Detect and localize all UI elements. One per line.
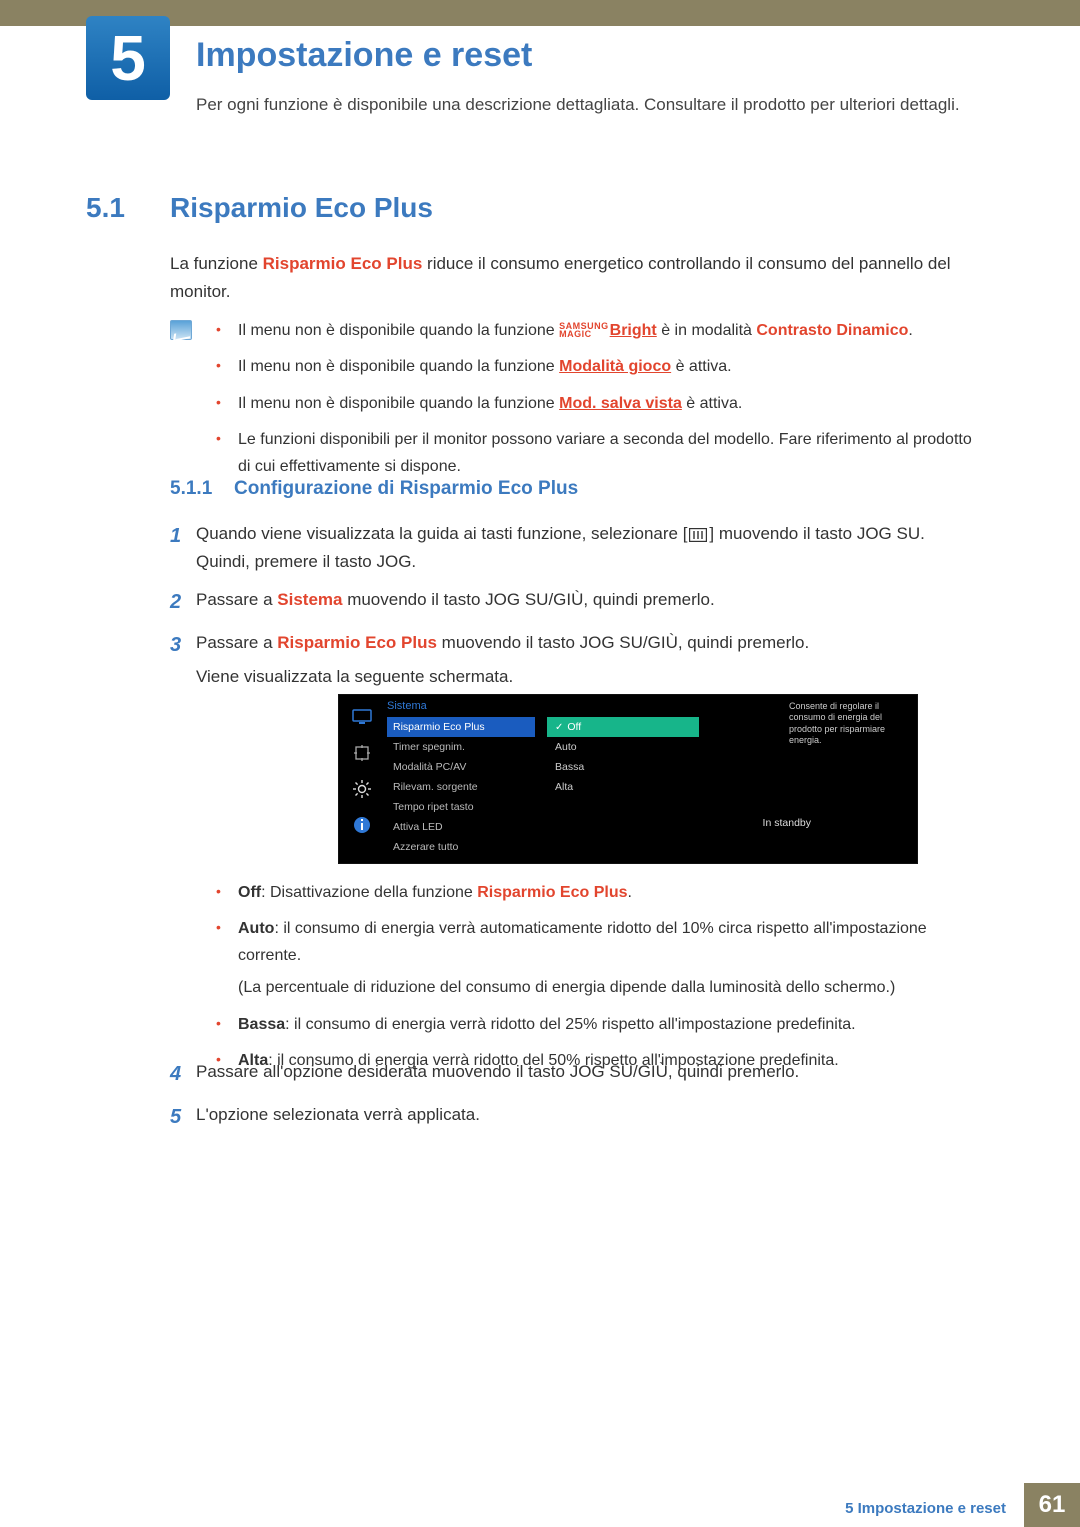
step-1: 1 Quando viene visualizzata la guida ai … — [170, 520, 974, 576]
step-text: Passare a Risparmio Eco Plus muovendo il… — [196, 629, 974, 691]
text: . — [908, 322, 912, 339]
note-item: Il menu non è disponibile quando la funz… — [216, 318, 974, 344]
link-game-mode[interactable]: Modalità gioco — [559, 358, 671, 375]
osd-menu-item: Azzerare tutto — [387, 837, 535, 857]
emph-risparmio: Risparmio Eco Plus — [477, 884, 627, 901]
gear-icon — [350, 777, 374, 801]
info-icon — [350, 813, 374, 837]
text: Passare a — [196, 590, 277, 609]
page-number: 61 — [1024, 1483, 1080, 1527]
page: 5 Impostazione e reset Per ogni funzione… — [0, 0, 1080, 1527]
text: : il consumo di energia verrà ridotto de… — [285, 1016, 855, 1033]
emph-risparmio: Risparmio Eco Plus — [277, 633, 437, 652]
osd-menu-item: Rilevam. sorgente — [387, 777, 535, 797]
emph-sistema: Sistema — [277, 590, 342, 609]
osd-help-text: Consente di regolare il consumo di energ… — [789, 701, 909, 746]
section-body-emph: Risparmio Eco Plus — [263, 254, 423, 273]
osd-option-item: Bassa — [547, 757, 699, 777]
osd-menu-item: Tempo ripet tasto — [387, 797, 535, 817]
osd-option-item: Auto — [547, 737, 699, 757]
link-magic-bright[interactable]: Bright — [610, 322, 657, 339]
monitor-icon — [350, 705, 374, 729]
step-text: L'opzione selezionata verrà applicata. — [196, 1101, 974, 1134]
note-icon — [170, 320, 192, 340]
osd-option-item: Off — [547, 717, 699, 737]
step-2: 2 Passare a Sistema muovendo il tasto JO… — [170, 586, 974, 619]
osd-menu-item: Risparmio Eco Plus — [387, 717, 535, 737]
osd-menu-item: Timer spegnim. — [387, 737, 535, 757]
osd-header: Sistema — [387, 700, 427, 712]
text: Il menu non è disponibile quando la funz… — [238, 395, 559, 412]
option-bassa: Bassa: il consumo di energia verrà ridot… — [216, 1012, 974, 1038]
step-3: 3 Passare a Risparmio Eco Plus muovendo … — [170, 629, 974, 691]
text: : Disattivazione della funzione — [261, 884, 477, 901]
osd-menu: Risparmio Eco PlusTimer spegnim.Modalità… — [387, 717, 535, 857]
section-number: 5.1 — [86, 192, 125, 224]
step-4: 4 Passare all'opzione desiderata muovend… — [170, 1058, 974, 1091]
osd-right-value: In standby — [707, 817, 819, 829]
samsung-magic-logo: SAMSUNGMAGIC — [559, 323, 609, 338]
text: Viene visualizzata la seguente schermata… — [196, 667, 513, 686]
note-item: Il menu non è disponibile quando la funz… — [216, 354, 974, 380]
resize-icon — [350, 741, 374, 765]
text: Passare a — [196, 633, 277, 652]
opt-label: Auto — [238, 920, 274, 937]
note-item: Le funzioni disponibili per il monitor p… — [216, 427, 974, 480]
steps-list: 1 Quando viene visualizzata la guida ai … — [170, 520, 974, 701]
footer-text: 5 Impostazione e reset — [845, 1500, 1006, 1517]
text: (La percentuale di riduzione del consumo… — [238, 979, 895, 996]
osd-option-item: Alta — [547, 777, 699, 797]
steps-list-2: 4 Passare all'opzione desiderata muovend… — [170, 1058, 974, 1144]
subsection-number: 5.1.1 — [170, 478, 212, 500]
footer: 5 Impostazione e reset 61 — [0, 1483, 1080, 1527]
options-list: Off: Disattivazione della funzione Rispa… — [216, 880, 974, 1084]
chapter-description: Per ogni funzione è disponibile una desc… — [196, 92, 976, 118]
emph-dynamic-contrast: Contrasto Dinamico — [756, 322, 908, 339]
text: è attiva. — [671, 358, 731, 375]
text: muovendo il tasto JOG SU/GIÙ, quindi pre… — [437, 633, 809, 652]
osd-sidebar — [345, 705, 379, 849]
step-number: 2 — [170, 586, 196, 619]
chapter-title: Impostazione e reset — [196, 36, 532, 75]
step-text: Quando viene visualizzata la guida ai ta… — [196, 520, 974, 576]
step-number: 5 — [170, 1101, 196, 1134]
chapter-number-badge: 5 — [86, 16, 170, 100]
text: : il consumo di energia verrà automatica… — [238, 920, 927, 963]
section-body: La funzione Risparmio Eco Plus riduce il… — [170, 250, 974, 306]
text: Quando viene visualizzata la guida ai ta… — [196, 524, 687, 543]
text: muovendo il tasto JOG SU/GIÙ, quindi pre… — [342, 590, 714, 609]
opt-label: Bassa — [238, 1016, 285, 1033]
option-off: Off: Disattivazione della funzione Rispa… — [216, 880, 974, 906]
link-eye-saver[interactable]: Mod. salva vista — [559, 395, 682, 412]
osd-menu-item: Attiva LED — [387, 817, 535, 837]
section-title: Risparmio Eco Plus — [170, 192, 433, 224]
step-5: 5 L'opzione selezionata verrà applicata. — [170, 1101, 974, 1134]
text: Il menu non è disponibile quando la funz… — [238, 358, 559, 375]
step-number: 4 — [170, 1058, 196, 1091]
subsection-title: Configurazione di Risparmio Eco Plus — [234, 478, 578, 500]
menu-icon — [689, 528, 707, 542]
text: è in modalità — [657, 322, 757, 339]
osd-menu-item: Modalità PC/AV — [387, 757, 535, 777]
osd-options: OffAutoBassaAlta — [547, 717, 699, 797]
text: . — [628, 884, 632, 901]
note-list: Il menu non è disponibile quando la funz… — [216, 318, 974, 490]
step-number: 1 — [170, 520, 196, 576]
text: Il menu non è disponibile quando la funz… — [238, 322, 559, 339]
section-body-pre: La funzione — [170, 254, 263, 273]
step-text: Passare all'opzione desiderata muovendo … — [196, 1058, 974, 1091]
step-number: 3 — [170, 629, 196, 691]
option-auto: Auto: il consumo di energia verrà automa… — [216, 916, 974, 1001]
text: è attiva. — [682, 395, 742, 412]
opt-label: Off — [238, 884, 261, 901]
note-item: Il menu non è disponibile quando la funz… — [216, 391, 974, 417]
osd-screenshot: Sistema Risparmio Eco PlusTimer spegnim.… — [338, 694, 918, 864]
step-text: Passare a Sistema muovendo il tasto JOG … — [196, 586, 974, 619]
